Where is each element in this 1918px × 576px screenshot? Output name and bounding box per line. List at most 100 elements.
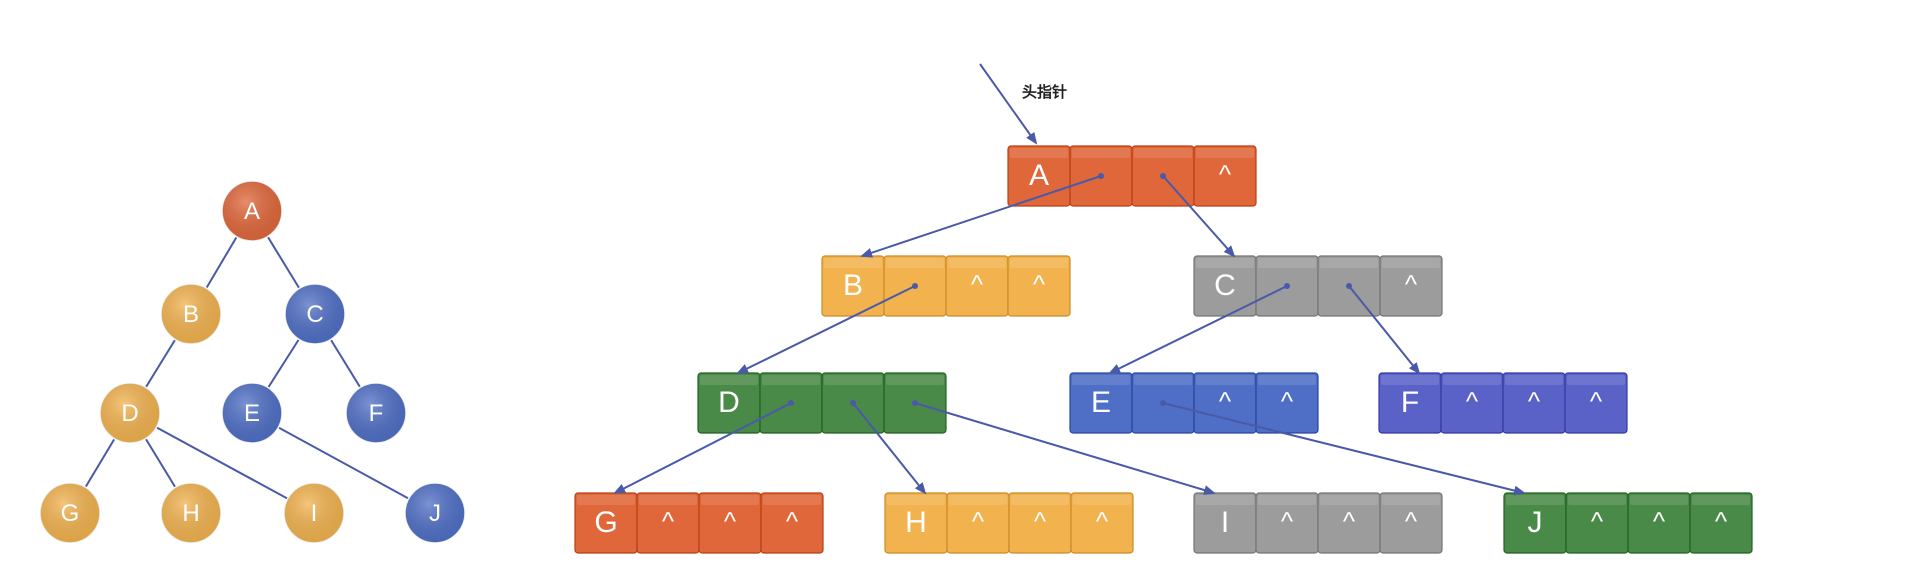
tree-node-label: E <box>244 400 260 427</box>
tree-node-label: A <box>244 198 260 225</box>
list-cell-data: H <box>905 506 927 539</box>
list-cell-data: F <box>1401 386 1419 419</box>
pointer-arrow-b-d <box>736 285 916 374</box>
tree-node-label: J <box>429 500 441 527</box>
list-cell-pointer-value: ^ <box>1405 269 1418 299</box>
linked-list-nodes: A ^B ^ ^ C ^D E ^ ^ F ^ ^ ^G ^ ^ ^ H ^ ^ ^ I ^ ^ ^ J ^ ^ ^ <box>574 145 1753 554</box>
list-cell-highlight <box>886 258 944 268</box>
list-node-j: J ^ ^ ^ <box>1503 492 1753 554</box>
tree-node-label: C <box>306 301 323 328</box>
tree-node-shade <box>222 383 282 443</box>
list-cell-data: J <box>1528 506 1543 539</box>
tree-node-shade <box>100 383 160 443</box>
tree-node-g: G <box>39 482 101 544</box>
list-cell-highlight <box>1505 375 1563 385</box>
list-cell <box>1379 492 1443 554</box>
list-node-a: A ^ <box>1007 145 1257 207</box>
list-cell-data: E <box>1091 386 1111 419</box>
list-cell-pointer-value: ^ <box>1466 386 1479 416</box>
list-cell-highlight <box>1196 258 1254 268</box>
list-cell-highlight <box>1567 375 1625 385</box>
list-cell <box>1564 372 1628 434</box>
tree-node-f: F <box>345 382 407 444</box>
pointer-arrow-d-h <box>852 402 927 495</box>
tree-node-h: H <box>160 482 222 544</box>
list-cell <box>1379 255 1443 317</box>
list-cell-highlight <box>886 375 944 385</box>
list-cell-highlight <box>1630 495 1688 505</box>
list-cell-highlight <box>1381 375 1439 385</box>
pointer-arrow-c-f <box>1348 285 1421 375</box>
tree-node-label: H <box>182 500 199 527</box>
tree-node-j: J <box>404 482 466 544</box>
tree-node-label: F <box>369 400 384 427</box>
pointer-arrow-c-e <box>1108 285 1288 374</box>
linked-list-pointers <box>613 173 1526 496</box>
list-cell-highlight <box>1196 495 1254 505</box>
tree-node-d: D <box>99 382 161 444</box>
tree-node-b: B <box>160 283 222 345</box>
list-cell-pointer-value: ^ <box>1343 506 1356 536</box>
list-cell-pointer-value: ^ <box>1096 506 1109 536</box>
list-cell-pointer-value: ^ <box>1653 506 1666 536</box>
list-cell-data: A <box>1029 159 1049 192</box>
list-node-h: H ^ ^ ^ <box>884 492 1134 554</box>
list-cell-data: C <box>1214 269 1236 302</box>
list-node-g: G ^ ^ ^ <box>574 492 824 554</box>
tree-node-a: A <box>221 180 283 242</box>
list-cell <box>1070 492 1134 554</box>
tree-node-c: C <box>284 283 346 345</box>
pointer-arrow-a-b <box>860 175 1102 258</box>
list-cell-data: G <box>594 506 617 539</box>
list-cell-pointer-value: ^ <box>1281 506 1294 536</box>
list-cell-pointer-value: ^ <box>724 506 737 536</box>
list-cell-pointer-value: ^ <box>1033 269 1046 299</box>
tree-node-shade <box>346 383 406 443</box>
tree-node-shade <box>405 483 465 543</box>
list-cell-pointer-value: ^ <box>786 506 799 536</box>
head-pointer-label: 头指针 <box>1022 83 1067 101</box>
list-node-i: I ^ ^ ^ <box>1193 492 1443 554</box>
pointer-arrow-a-c <box>1162 175 1236 258</box>
list-cell-highlight <box>1258 258 1316 268</box>
list-cell-highlight <box>948 258 1006 268</box>
list-cell-highlight <box>639 495 697 505</box>
list-cell-pointer-value: ^ <box>972 506 985 536</box>
tree-edges <box>69 210 436 514</box>
list-cell-highlight <box>1568 495 1626 505</box>
head-pointer: 头指针 <box>979 63 1067 145</box>
tree-node-shade <box>222 181 282 241</box>
list-cell-highlight <box>1258 495 1316 505</box>
list-cell-highlight <box>701 495 759 505</box>
list-cell-highlight <box>1072 375 1130 385</box>
list-cell-pointer-value: ^ <box>1219 386 1232 416</box>
list-cell-highlight <box>1258 375 1316 385</box>
list-cell-highlight <box>762 375 820 385</box>
list-cell-highlight <box>1320 258 1378 268</box>
list-cell-pointer-value: ^ <box>662 506 675 536</box>
tree-node-label: I <box>311 500 318 527</box>
list-cell-pointer-value: ^ <box>1590 386 1603 416</box>
list-cell-highlight <box>887 495 945 505</box>
list-cell-highlight <box>1072 148 1130 158</box>
tree-node-shade <box>161 284 221 344</box>
tree-node-shade <box>161 483 221 543</box>
list-cell <box>1007 255 1071 317</box>
list-cell-highlight <box>1506 495 1564 505</box>
list-cell-pointer-value: ^ <box>1219 159 1232 189</box>
tree-node-shade <box>40 483 100 543</box>
list-cell-highlight <box>1692 495 1750 505</box>
list-cell-highlight <box>1011 495 1069 505</box>
pointer-arrow-d-i <box>914 402 1216 495</box>
tree-edge-d-i <box>129 412 315 514</box>
list-cell-highlight <box>949 495 1007 505</box>
list-cell-highlight <box>1443 375 1501 385</box>
list-cell-pointer-value: ^ <box>1405 506 1418 536</box>
list-cell-data: B <box>843 269 863 302</box>
tree-nodes: A B C D E F G H I J <box>39 180 466 544</box>
list-cell <box>1689 492 1753 554</box>
list-cell-highlight <box>1010 148 1068 158</box>
list-cell-highlight <box>1010 258 1068 268</box>
list-cell-highlight <box>1134 148 1192 158</box>
list-cell-data: D <box>718 386 740 419</box>
